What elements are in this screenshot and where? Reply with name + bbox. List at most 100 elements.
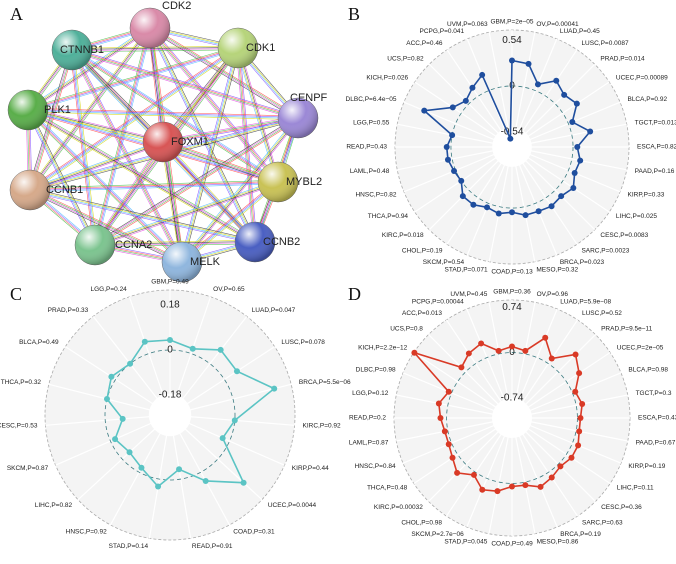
radar-point — [569, 119, 576, 126]
category-label: GBM,P=0.36 — [493, 289, 531, 296]
radar-point — [108, 373, 115, 380]
spoke — [511, 417, 596, 502]
edge — [27, 47, 238, 110]
edge — [239, 47, 281, 182]
spoke — [511, 319, 579, 419]
spoke — [511, 146, 610, 213]
edge — [27, 110, 298, 119]
radar-point — [443, 144, 450, 150]
edge — [30, 182, 279, 191]
spoke — [511, 417, 622, 464]
radar-point — [445, 388, 452, 395]
category-label: CESC,P=0.36 — [601, 504, 642, 511]
radar-point — [479, 71, 486, 78]
edge — [163, 140, 279, 181]
node-shine — [235, 222, 275, 262]
radar-point — [449, 132, 456, 139]
spoke — [402, 372, 513, 419]
spoke — [488, 146, 513, 262]
radar-point — [576, 370, 583, 377]
spoke — [45, 414, 171, 426]
radar-point — [470, 471, 477, 478]
edge — [162, 115, 298, 141]
category-label: DLBC,P=6.4e−05 — [346, 96, 397, 103]
edge — [95, 182, 279, 246]
category-label: CHOL,P=0.98 — [401, 519, 442, 526]
edge — [239, 47, 258, 242]
category-label: SARC,P=0.63 — [582, 519, 623, 526]
edge — [28, 26, 149, 190]
spoke — [511, 146, 558, 256]
radar-point — [587, 128, 594, 135]
edge — [160, 142, 181, 263]
edge — [70, 50, 181, 263]
category-label: KICH,P=0.026 — [366, 74, 408, 81]
category-label: SKCM,P=2.7e−06 — [411, 531, 464, 538]
radar-point — [558, 193, 565, 200]
radar-point — [534, 81, 541, 88]
category-label: BLCA,P=0.92 — [627, 96, 667, 103]
category-label: PAAD,P=0.16 — [635, 168, 675, 175]
spoke — [511, 146, 578, 245]
radar-point — [141, 338, 148, 345]
spoke — [446, 49, 513, 148]
edge — [149, 28, 278, 183]
category-label: TGCT,P=0.3 — [636, 390, 672, 397]
radar-point — [454, 469, 461, 476]
radar-point — [573, 100, 580, 107]
spoke — [396, 394, 513, 419]
edge — [164, 140, 257, 241]
node-label: PLK1 — [44, 104, 71, 116]
category-label: PAAD,P=0.67 — [636, 439, 676, 446]
radar-point — [469, 84, 476, 91]
spoke — [511, 417, 628, 442]
edge — [29, 108, 184, 261]
spoke — [466, 308, 513, 419]
spoke — [397, 146, 513, 171]
spoke — [511, 146, 536, 262]
edge — [148, 28, 277, 184]
radar-point — [548, 203, 555, 210]
radar-point — [509, 483, 515, 490]
radar-point — [421, 107, 428, 114]
node-shine — [8, 90, 48, 130]
category-label: LAML,P=0.87 — [349, 439, 389, 446]
category-label: GBM,P=2e−05 — [491, 19, 534, 26]
spoke — [511, 101, 621, 148]
spoke — [65, 346, 171, 416]
category-label: TGCT,P=0.013 — [635, 119, 676, 126]
spoke — [428, 417, 513, 502]
spoke — [511, 32, 536, 148]
category-label: BLCA,P=0.98 — [628, 367, 668, 374]
category-label: MESO,P=0.86 — [537, 538, 579, 545]
panel-label: B — [348, 4, 360, 24]
node-shine — [130, 8, 170, 48]
category-label: READ,P=0.2 — [349, 415, 386, 422]
category-label: PCPG,P=0.041 — [420, 28, 465, 35]
edge — [30, 183, 279, 193]
panel-label: D — [348, 284, 361, 304]
category-label: UCEC,P=2e−05 — [617, 345, 664, 352]
edge — [30, 49, 240, 192]
category-label: BRCA,P=5.5e−06 — [299, 379, 351, 386]
radar-point — [127, 360, 134, 367]
edge — [30, 189, 183, 262]
spoke — [466, 146, 513, 256]
y-tick-label: -0.74 — [501, 392, 524, 403]
radar-point — [572, 351, 579, 358]
spoke — [169, 296, 212, 416]
radar-point — [445, 441, 452, 448]
edge — [72, 47, 299, 117]
radar-point — [542, 334, 549, 341]
radar-point — [271, 385, 278, 392]
edge — [71, 50, 95, 246]
category-label: LUAD,P=5.9e−08 — [560, 298, 611, 305]
spoke — [511, 81, 610, 148]
edge — [71, 50, 278, 183]
edge — [72, 49, 239, 53]
edge — [181, 181, 278, 262]
radar-point — [202, 477, 209, 484]
category-label: LGG,P=0.24 — [90, 286, 127, 293]
spoke — [169, 414, 285, 466]
radar-point — [522, 482, 529, 489]
